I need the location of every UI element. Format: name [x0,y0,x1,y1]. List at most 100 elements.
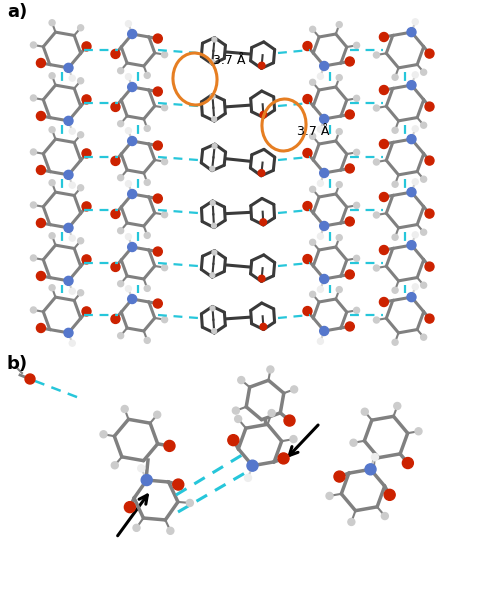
Circle shape [124,502,135,512]
Circle shape [303,307,312,315]
Circle shape [336,21,342,28]
Circle shape [244,474,252,482]
Text: b): b) [7,355,28,373]
Circle shape [365,464,376,475]
Circle shape [412,284,418,290]
Circle shape [111,263,120,272]
Circle shape [128,190,137,199]
Circle shape [49,73,55,79]
Circle shape [162,159,168,165]
Circle shape [128,30,137,39]
Circle shape [228,435,239,446]
Circle shape [407,187,416,197]
Circle shape [82,255,91,264]
Circle shape [420,334,427,340]
Circle shape [268,410,275,416]
Circle shape [373,317,380,323]
Circle shape [212,224,216,228]
Circle shape [425,314,434,323]
Circle shape [25,374,35,384]
Circle shape [144,232,150,238]
Circle shape [392,234,398,240]
Circle shape [379,85,388,94]
Circle shape [30,42,36,48]
Circle shape [82,95,91,104]
Circle shape [64,170,73,179]
Circle shape [354,95,360,101]
Circle shape [345,57,354,66]
Circle shape [49,285,55,291]
Circle shape [69,182,75,188]
Circle shape [210,273,215,278]
Circle shape [303,202,312,211]
Circle shape [258,170,265,176]
Circle shape [384,489,395,500]
Circle shape [162,317,168,323]
Circle shape [310,240,316,246]
Circle shape [350,439,357,446]
Text: 3.7 Å: 3.7 Å [213,54,245,67]
Circle shape [212,144,217,148]
Circle shape [420,229,427,235]
Circle shape [278,453,289,464]
Circle shape [260,219,266,225]
Text: 3.7 Å: 3.7 Å [297,125,329,138]
Circle shape [30,95,36,101]
Circle shape [49,232,55,239]
Circle shape [210,60,215,65]
Circle shape [354,256,360,262]
Circle shape [381,512,388,519]
Circle shape [64,116,73,125]
Circle shape [78,132,84,138]
Circle shape [336,75,342,81]
Circle shape [412,232,418,238]
Circle shape [69,75,75,81]
Circle shape [30,149,36,155]
Circle shape [334,471,345,482]
Circle shape [36,272,46,280]
Circle shape [167,527,174,534]
Circle shape [30,307,36,313]
Circle shape [290,386,298,393]
Circle shape [153,87,162,96]
Circle shape [118,175,124,181]
Text: a): a) [7,3,27,21]
Circle shape [164,441,175,451]
Circle shape [144,125,150,132]
Circle shape [402,458,413,468]
Circle shape [407,28,416,37]
Circle shape [303,254,312,263]
Circle shape [284,415,295,426]
Circle shape [379,298,388,307]
Circle shape [345,164,354,173]
Circle shape [310,133,316,139]
Circle shape [210,167,215,171]
Circle shape [111,462,118,469]
Circle shape [407,135,416,144]
Circle shape [144,72,150,78]
Circle shape [111,314,120,323]
Circle shape [317,180,324,186]
Circle shape [133,524,140,531]
Circle shape [111,157,120,165]
Circle shape [354,149,360,155]
Circle shape [412,19,418,25]
Circle shape [121,406,128,413]
Circle shape [212,117,216,122]
Circle shape [260,323,267,330]
Circle shape [162,264,168,270]
Circle shape [361,408,368,415]
Circle shape [420,69,427,75]
Circle shape [320,221,329,231]
Circle shape [345,217,354,226]
Circle shape [118,228,124,234]
Circle shape [49,127,55,133]
Circle shape [64,329,73,337]
Circle shape [64,63,73,72]
Circle shape [407,81,416,90]
Circle shape [212,250,217,255]
Circle shape [425,49,434,58]
Circle shape [320,275,329,283]
Circle shape [310,186,316,192]
Circle shape [317,339,324,345]
